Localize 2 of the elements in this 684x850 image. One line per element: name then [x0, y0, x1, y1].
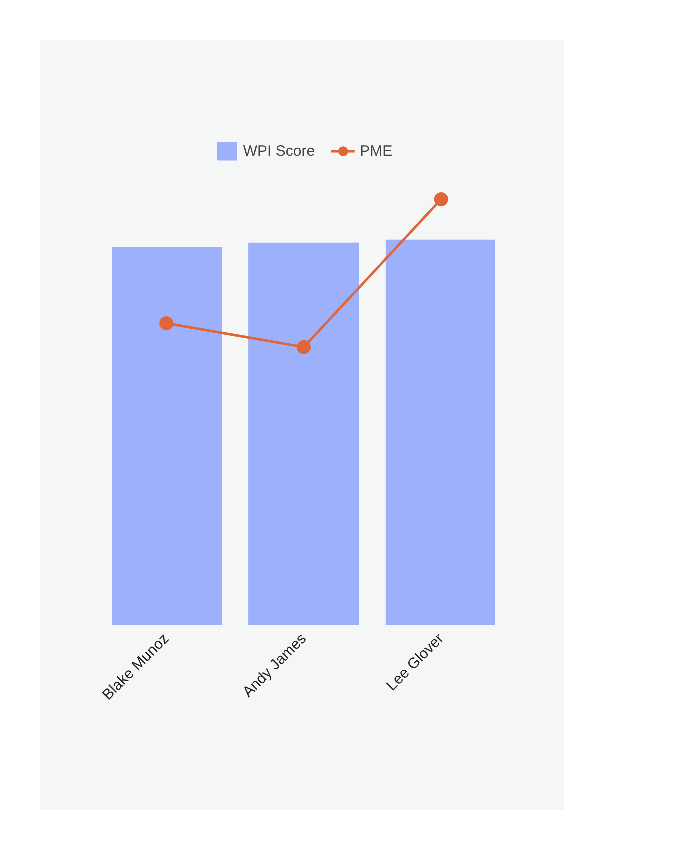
legend-label: PME [360, 142, 393, 160]
legend-label: WPI Score [243, 142, 316, 160]
